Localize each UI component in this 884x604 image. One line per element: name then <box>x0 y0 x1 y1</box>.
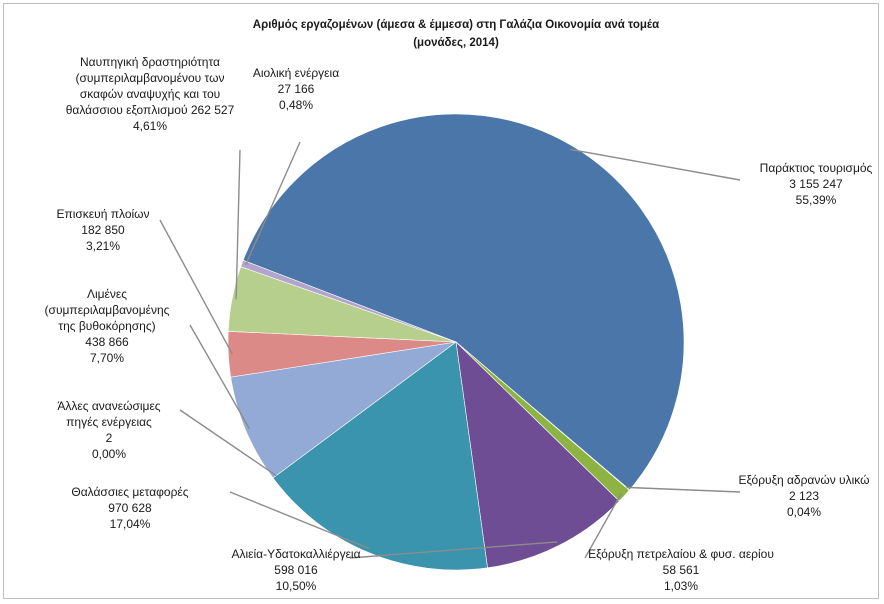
slice-5-label-line: πηγές ενέργειας <box>66 415 152 429</box>
slice-6-label-line: της βυθοκόρησης) <box>58 319 155 333</box>
leader-lines <box>159 141 741 559</box>
slice-7-leader <box>159 219 233 355</box>
slice-2-value: 58 561 <box>663 563 700 577</box>
slice-labels: Παράκτιος τουρισμός 3 155 247 55,39% Εξόρυξ… <box>45 55 873 593</box>
slice-0-label-line: Παράκτιος τουρισμός <box>760 161 873 175</box>
chart-subtitle: (μονάδες, 2014) <box>413 37 499 49</box>
slice-6-label-line: Λιμένες <box>87 287 127 301</box>
slice-0-value: 3 155 247 <box>789 177 843 191</box>
slice-2-percent: 1,03% <box>664 579 698 593</box>
slice-1-percent: 0,04% <box>787 505 821 519</box>
slice-7-percent: 3,21% <box>86 239 120 253</box>
slice-8-label-line: σκαφών αναψυχής και του <box>80 87 220 101</box>
slice-3-leader <box>349 541 558 559</box>
slice-2-label-line: Εξόρυξη πετρελαίου & φυσ. αερίου <box>588 547 774 561</box>
slice-4-percent: 17,04% <box>110 517 151 531</box>
slice-8-leader <box>235 149 241 300</box>
slice-3-label-line: Αλιεία-Υδατοκαλλιέργεια <box>231 547 360 561</box>
slice-8-label-line: θαλάσσιου εξοπλισμού 262 527 <box>66 103 235 117</box>
slice-3-percent: 10,50% <box>276 579 317 593</box>
slice-0-percent: 55,39% <box>796 193 837 207</box>
slice-6-leader <box>189 324 251 429</box>
slice-4-value: 970 628 <box>108 501 152 515</box>
slice-9 <box>240 259 457 343</box>
slice-9-leader <box>245 141 301 266</box>
chart-title: Αριθμός εργαζομένων (άμεσα & έμμεσα) στη… <box>253 19 659 31</box>
slice-7-label-line: Επισκευή πλοίων <box>56 207 149 221</box>
slice-5-leader <box>179 409 277 477</box>
slice-8-percent: 4,61% <box>133 119 167 133</box>
slice-8-label-line: (συμπεριλαμβανομένου των <box>76 71 225 85</box>
slice-5-value: 2 <box>106 431 113 445</box>
slice-3-value: 598 016 <box>274 563 318 577</box>
pie-slices <box>227 113 685 571</box>
slice-5-label-line: Άλλες ανανεώσιμες <box>57 399 160 413</box>
slice-1-value: 2 123 <box>789 489 819 503</box>
slice-6-label-line: (συμπεριλαμβανομένης <box>45 303 170 317</box>
slice-6-percent: 7,70% <box>90 351 124 365</box>
slice-4 <box>272 341 488 571</box>
slice-9-percent: 0,48% <box>279 98 313 112</box>
slice-4-leader <box>229 491 370 550</box>
slice-2-leader <box>584 492 623 559</box>
slice-7-value: 182 850 <box>81 223 125 237</box>
slice-9-label-line: Αιολική ενέργεια <box>253 66 339 80</box>
slice-5-percent: 0,00% <box>92 447 126 461</box>
slice-0 <box>242 113 685 491</box>
slice-6 <box>230 341 457 479</box>
slice-8-label-line: Ναυπηγική δραστηριότητα <box>80 55 220 69</box>
slice-4-label-line: Θαλάσσιες μεταφορές <box>71 485 188 499</box>
slice-1-leader <box>626 486 741 493</box>
slice-6-value: 438 866 <box>85 335 129 349</box>
slice-0-leader <box>570 148 741 181</box>
slice-1-label-line: Εξόρυξη αδρανών υλικώ <box>738 473 869 487</box>
slice-9-value: 27 166 <box>278 82 315 96</box>
